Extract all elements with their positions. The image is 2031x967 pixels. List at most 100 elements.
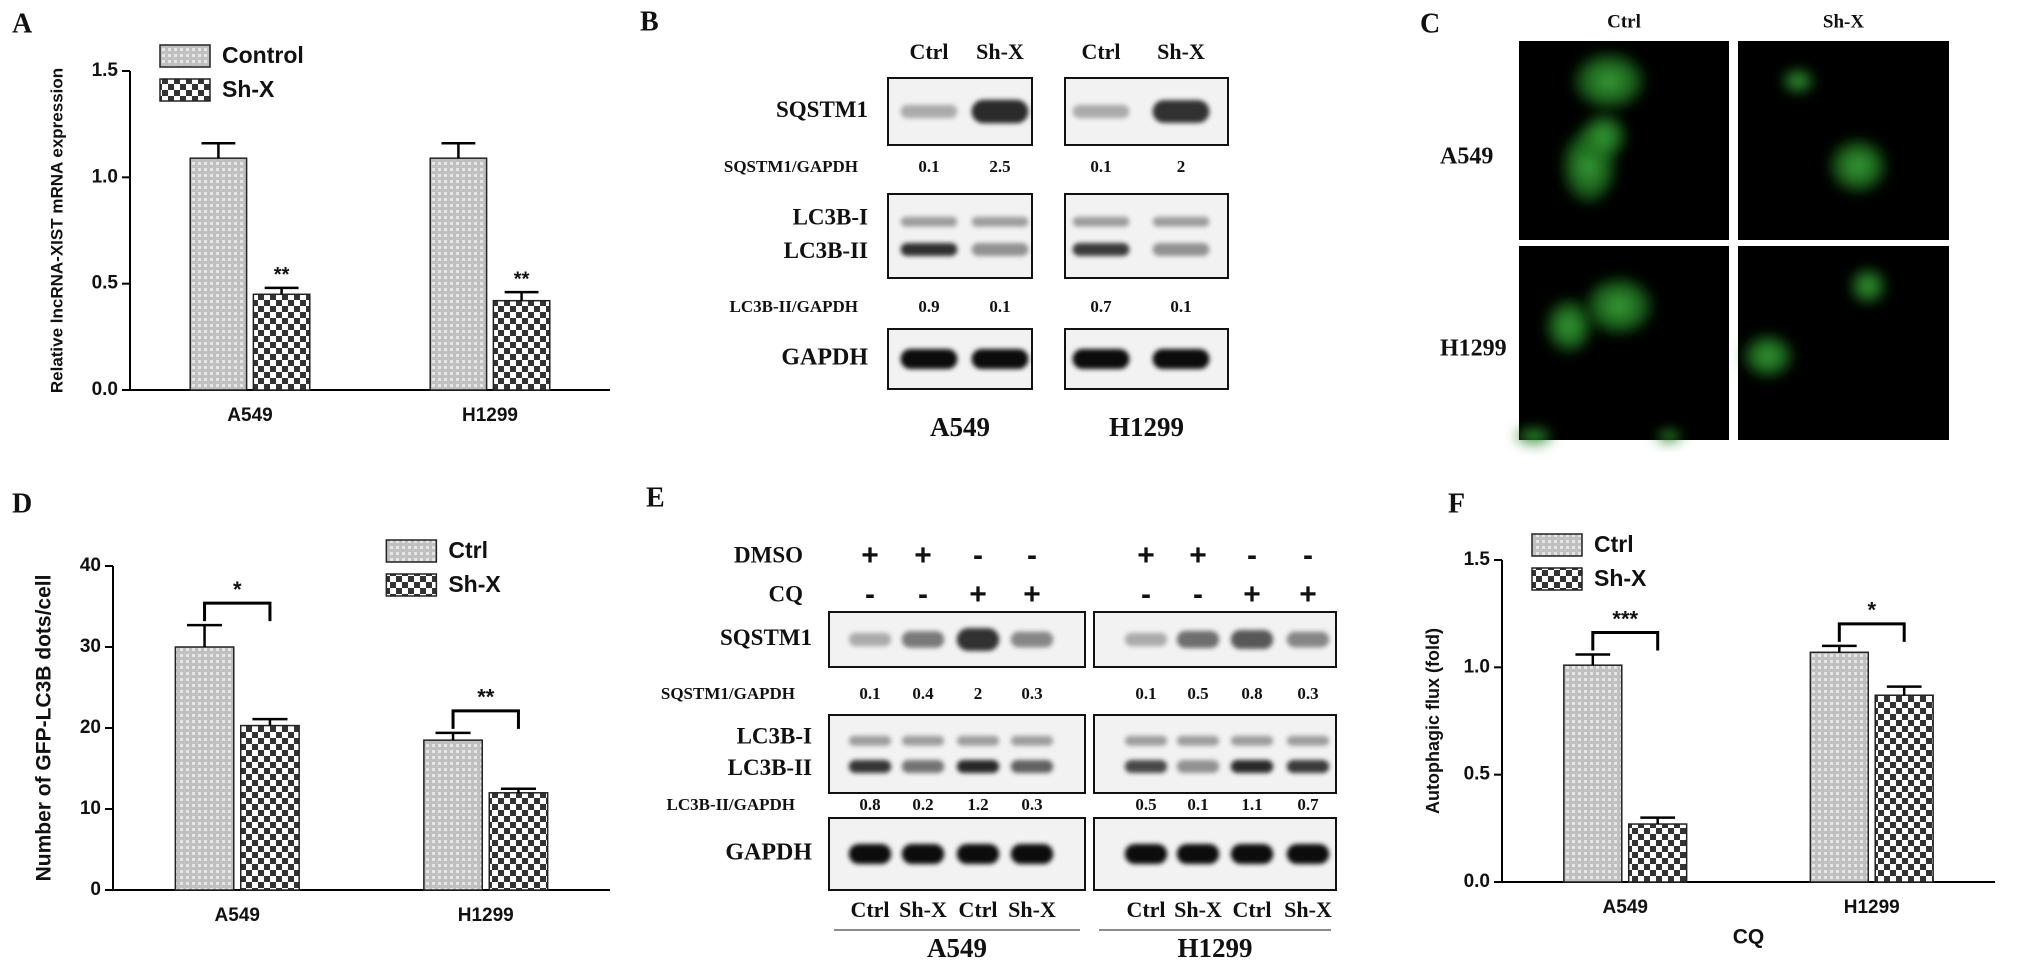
blot-label: H1299 — [1177, 933, 1252, 963]
y-axis-label: Autophagic flux (fold) — [1423, 628, 1443, 814]
blot-box — [1093, 714, 1337, 794]
panel-label: F — [1448, 488, 1465, 519]
band — [848, 844, 892, 864]
blot-label: Sh-X — [899, 897, 947, 922]
cell — [1826, 136, 1890, 196]
treatment-sign: - — [1193, 578, 1203, 611]
band — [848, 735, 892, 746]
band — [1176, 735, 1220, 746]
band — [848, 632, 892, 647]
bar — [1874, 694, 1934, 883]
blot-label: Sh-X — [1008, 897, 1056, 922]
y-tick-label: 1.0 — [1464, 656, 1490, 677]
blot-label: 2 — [974, 684, 983, 703]
bar — [488, 792, 549, 891]
blot-label: 0.1 — [1187, 795, 1208, 814]
legend-label: Sh-X — [1594, 565, 1647, 591]
blot-label: LC3B-II — [784, 238, 868, 263]
row-label: H1299 — [1440, 336, 1507, 362]
y-tick-label: 20 — [80, 717, 101, 738]
blot-label: Sh-X — [1157, 39, 1205, 64]
blot-label: LC3B-II — [728, 755, 812, 780]
x-tick-label: A549 — [215, 905, 260, 926]
treatment-sign: - — [1141, 578, 1151, 611]
cell — [1579, 111, 1629, 161]
blot-label: 0.9 — [918, 297, 939, 316]
band — [1286, 759, 1330, 773]
legend-label: Sh-X — [448, 571, 501, 597]
bar — [492, 299, 551, 391]
treatment-sign: + — [1137, 539, 1155, 572]
x-axis-label: CQ — [1733, 926, 1765, 949]
band — [956, 759, 1000, 773]
y-tick-label: 1.5 — [92, 60, 119, 81]
significance-label: ** — [274, 264, 290, 286]
band — [971, 242, 1029, 256]
band — [1230, 735, 1274, 746]
cell — [1569, 49, 1649, 113]
bar — [252, 293, 311, 391]
y-tick-label: 0.5 — [1464, 764, 1491, 785]
band — [1286, 844, 1330, 864]
significance-bracket — [1837, 622, 1906, 642]
y-axis-label: Relative lncRNA-XIST mRNA expression — [47, 68, 66, 393]
blot-label: LC3B-II/GAPDH — [730, 297, 858, 316]
bar — [1809, 651, 1870, 883]
significance-bracket — [451, 709, 520, 729]
blot-label: Sh-X — [1174, 897, 1222, 922]
panel-label: E — [646, 482, 665, 513]
blot-label: 0.5 — [1135, 795, 1156, 814]
band — [1152, 349, 1210, 369]
band — [1176, 630, 1220, 649]
blot-label: Sh-X — [1284, 897, 1332, 922]
treatment-sign: + — [1299, 578, 1317, 611]
blot-label: Ctrl — [1081, 39, 1120, 64]
blot-label: Ctrl — [1232, 897, 1271, 922]
x-tick-label: A549 — [227, 405, 272, 426]
significance-label: ** — [477, 685, 495, 710]
legend-label: Ctrl — [448, 537, 488, 563]
blot-label: LC3B-II/GAPDH — [667, 795, 795, 814]
significance-label: * — [1867, 598, 1876, 623]
treatment-sign: + — [969, 578, 987, 611]
blot-label: A549 — [930, 412, 990, 442]
band — [848, 759, 892, 773]
significance-label: *** — [1612, 606, 1638, 631]
treatment-sign: + — [914, 539, 932, 572]
band — [1072, 242, 1130, 256]
blot-label: 0.3 — [1021, 795, 1042, 814]
y-tick-label: 1.0 — [92, 166, 118, 187]
blot-label: 0.7 — [1090, 297, 1112, 316]
significance-bracket — [1591, 630, 1660, 651]
x-tick-label: H1299 — [462, 405, 518, 426]
band — [971, 99, 1029, 124]
row-label: A549 — [1440, 144, 1493, 170]
y-tick-label: 0.5 — [92, 273, 119, 294]
blot-label: 0.5 — [1187, 684, 1208, 703]
treatment-sign: - — [973, 539, 983, 572]
band — [901, 735, 945, 746]
blot-label: 0.1 — [989, 297, 1010, 316]
bar — [240, 724, 300, 891]
blot-label: GAPDH — [781, 345, 868, 371]
treatment-sign: - — [865, 578, 875, 611]
blot-label: 0.1 — [1090, 157, 1111, 176]
y-tick-label: 40 — [80, 555, 101, 576]
blot-label: Ctrl — [958, 897, 997, 922]
y-tick-label: 30 — [80, 636, 101, 657]
band — [1124, 632, 1168, 647]
bar — [429, 157, 488, 391]
blot-label: 0.1 — [859, 684, 880, 703]
band — [1152, 100, 1210, 123]
blot-label: 2 — [1177, 157, 1186, 176]
band — [1010, 631, 1054, 648]
blot-label: 0.2 — [912, 795, 933, 814]
blot-label: 0.3 — [1297, 684, 1318, 703]
band — [1286, 735, 1330, 746]
blot-label: 1.1 — [1241, 795, 1262, 814]
band — [1230, 629, 1274, 650]
band — [900, 242, 958, 256]
band — [1152, 242, 1210, 256]
band — [1230, 759, 1274, 773]
